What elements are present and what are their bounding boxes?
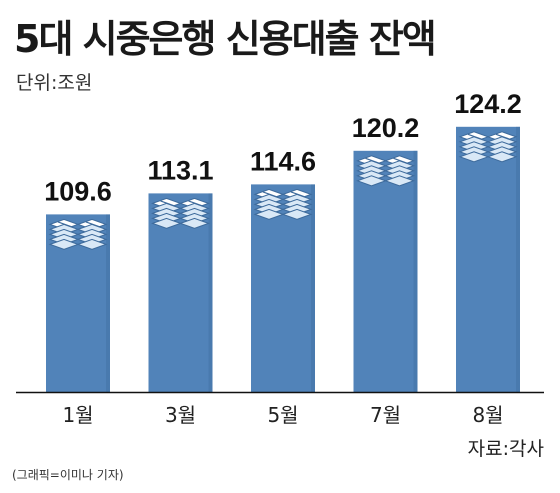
bar-shade — [311, 184, 315, 392]
category-label: 8월 — [472, 403, 503, 427]
bar-3월 — [148, 193, 213, 392]
chart-title: 5대 시중은행 신용대출 잔액 — [14, 17, 437, 61]
unit-label: 단위:조원 — [16, 72, 93, 94]
value-label: 114.6 — [250, 146, 316, 176]
value-label: 120.2 — [352, 113, 420, 143]
category-label: 5월 — [267, 403, 298, 427]
bar-5월 — [251, 184, 315, 392]
bars-group: 109.6 1월 113.1 3월 114.6 5월 120.2 7월 124.2 8월 — [44, 89, 522, 427]
money-stack-icon — [253, 188, 313, 220]
source-label: 자료:각사 — [467, 438, 544, 460]
graphic-credit: (그래픽=이미나 기자) — [12, 468, 124, 482]
bar-8월 — [456, 126, 520, 393]
bar-shade — [106, 214, 110, 392]
money-stack-icon — [458, 131, 518, 163]
value-label: 109.6 — [44, 176, 112, 206]
category-label: 3월 — [165, 403, 196, 427]
money-stack-icon — [48, 218, 108, 250]
bar-shade — [516, 126, 520, 393]
category-label: 7월 — [370, 403, 401, 427]
value-label: 124.2 — [454, 89, 522, 119]
category-label: 1월 — [62, 403, 93, 427]
bar-shade — [413, 150, 418, 392]
bar-7월 — [353, 150, 418, 392]
value-label: 113.1 — [147, 155, 213, 185]
bar-shade — [208, 193, 213, 392]
money-stack-icon — [356, 155, 415, 187]
money-stack-icon — [151, 197, 210, 229]
